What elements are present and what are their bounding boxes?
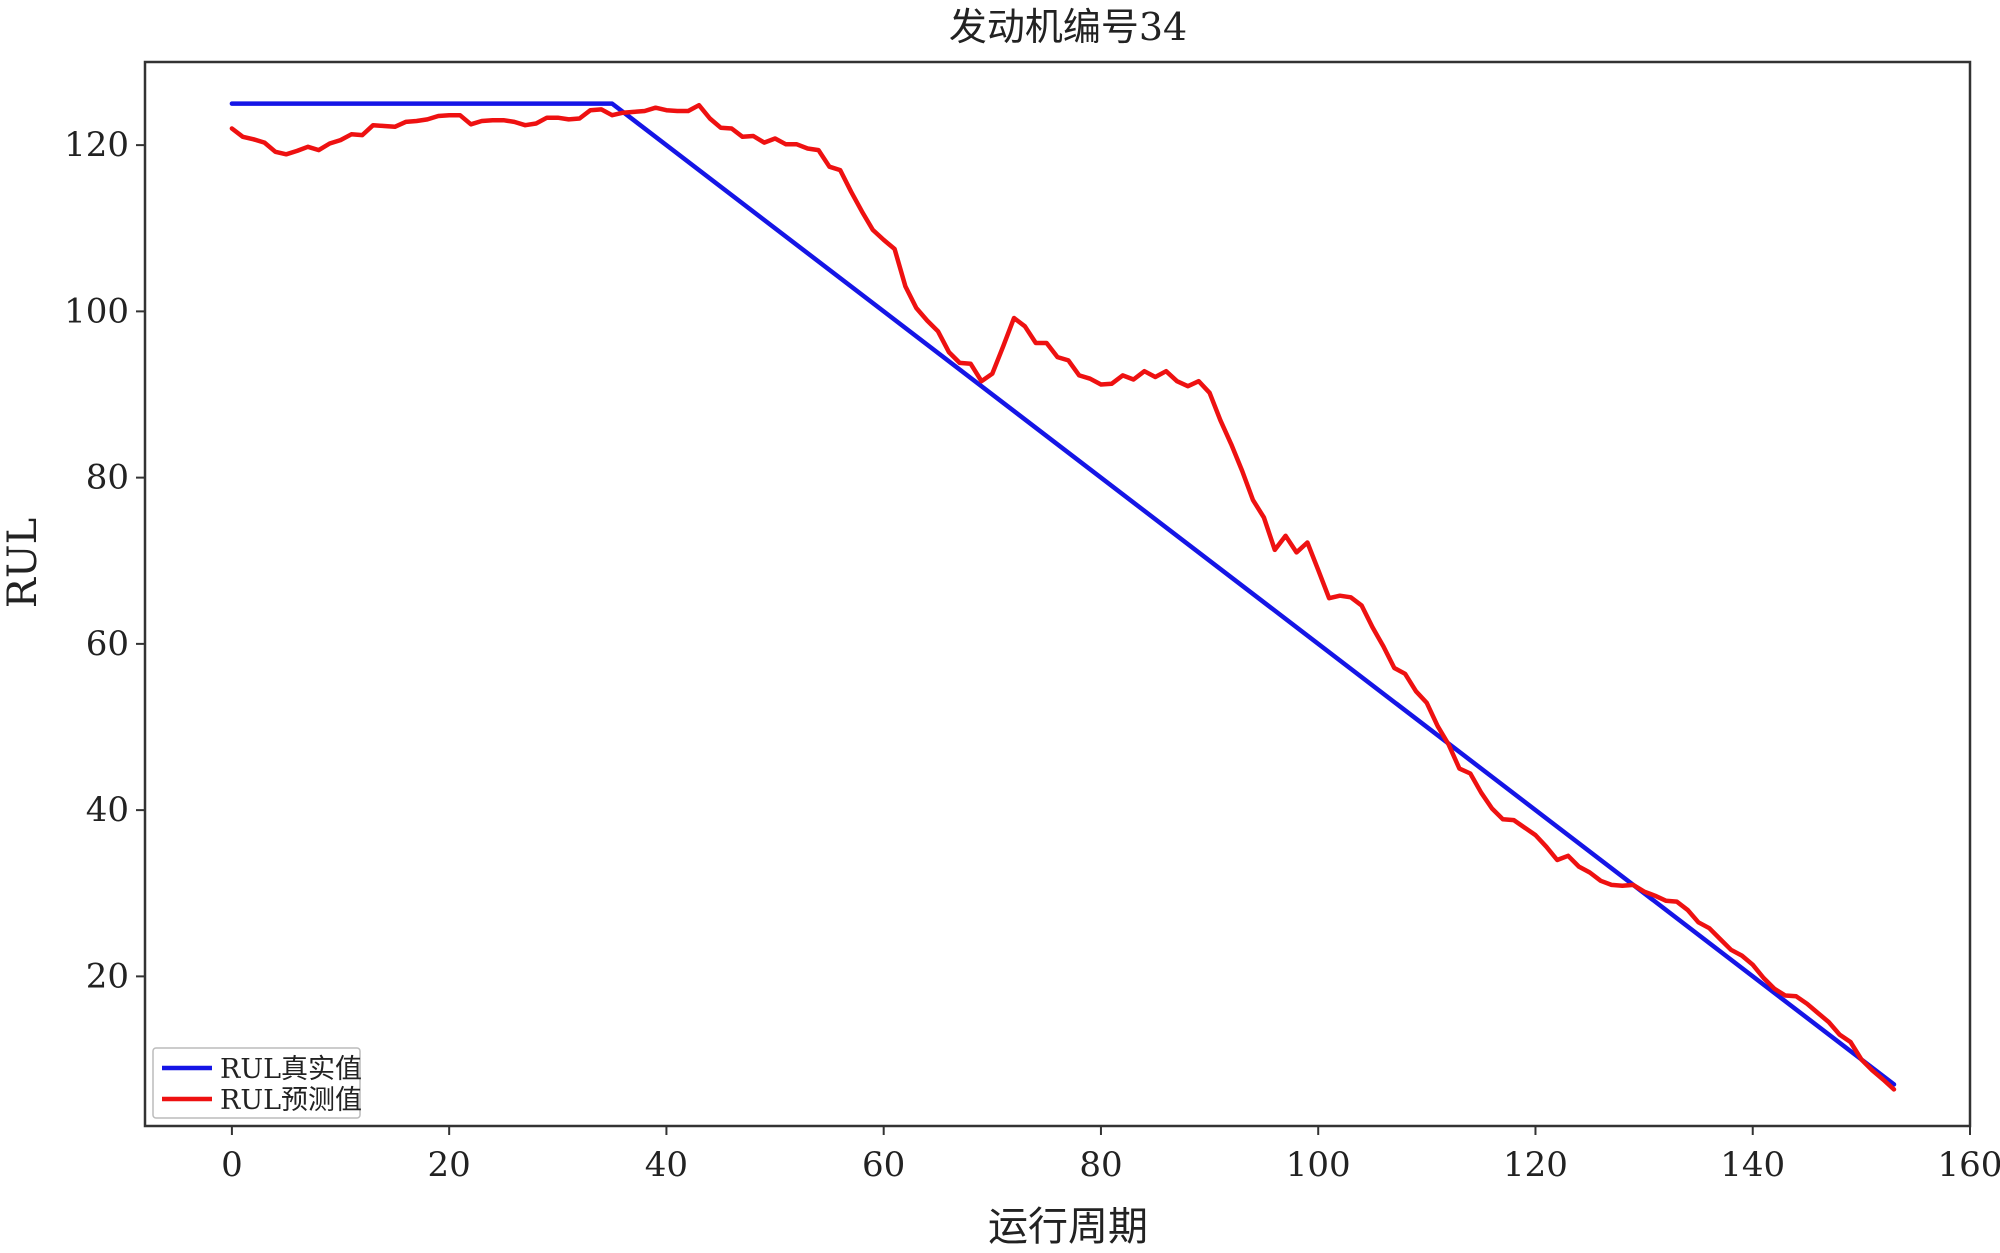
y-tick-label: 80 bbox=[86, 458, 129, 498]
x-tick-label: 60 bbox=[862, 1145, 905, 1185]
legend-label-predicted-rul: RUL预测值 bbox=[220, 1085, 362, 1116]
y-axis-title: RUL bbox=[0, 518, 46, 608]
x-tick-label: 0 bbox=[221, 1145, 243, 1185]
y-tick-label: 100 bbox=[64, 291, 129, 331]
y-tick-label: 120 bbox=[64, 125, 129, 165]
x-tick-label: 40 bbox=[645, 1145, 688, 1185]
y-tick-label: 40 bbox=[86, 790, 129, 830]
x-tick-label: 20 bbox=[428, 1145, 471, 1185]
y-tick-label: 60 bbox=[86, 624, 129, 664]
x-tick-label: 160 bbox=[1938, 1145, 2000, 1185]
legend: RUL真实值 RUL预测值 bbox=[152, 1047, 362, 1119]
x-tick-label: 100 bbox=[1286, 1145, 1351, 1185]
series-layer bbox=[229, 101, 1897, 1092]
x-tick-label: 80 bbox=[1079, 1145, 1122, 1185]
y-tick-label: 20 bbox=[86, 956, 129, 996]
series-line-predicted-rul bbox=[229, 102, 1897, 1092]
y-axis-ticks: 20 40 60 80 100 120 bbox=[64, 125, 145, 996]
x-axis-ticks: 0 20 40 60 80 100 120 140 160 bbox=[221, 1126, 2000, 1185]
chart-title: 发动机编号34 bbox=[949, 5, 1187, 49]
series-line-true-rul bbox=[229, 101, 1897, 1087]
legend-label-true-rul: RUL真实值 bbox=[220, 1054, 362, 1085]
x-tick-label: 120 bbox=[1503, 1145, 1568, 1185]
x-tick-label: 140 bbox=[1720, 1145, 1785, 1185]
plot-frame bbox=[143, 60, 1972, 1128]
x-axis-title: 运行周期 bbox=[988, 1204, 1148, 1250]
